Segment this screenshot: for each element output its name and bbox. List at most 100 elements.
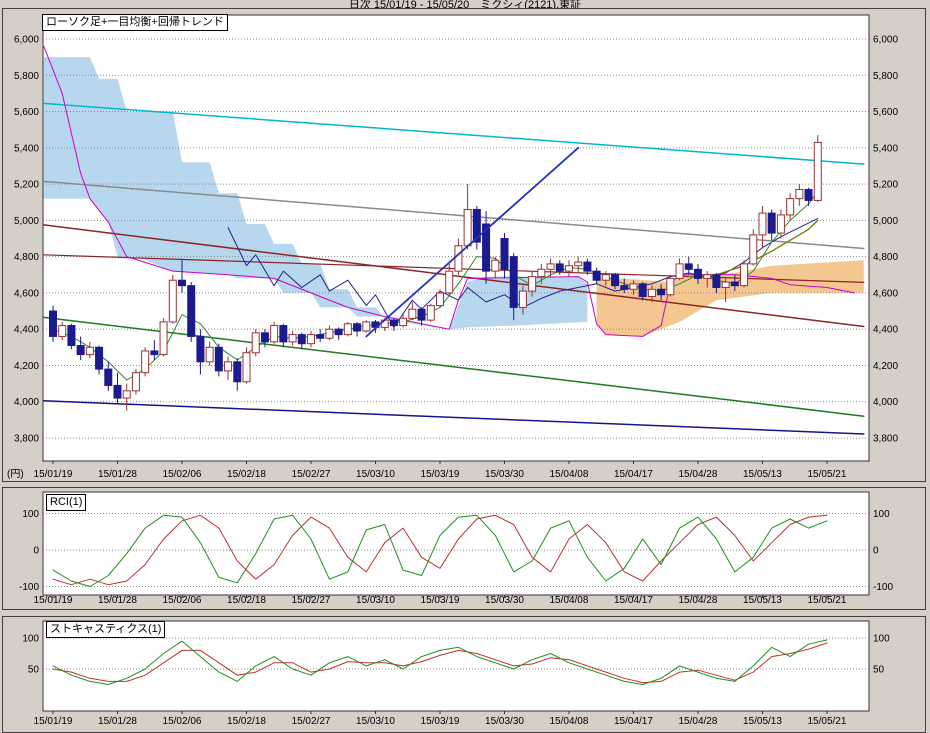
candle-body [260,332,269,343]
x-axis-label: 15/05/21 [808,595,847,606]
ichimoku-cloud-mid [449,276,588,330]
y-axis-label-right: 100 [873,634,890,645]
candle-body [500,238,509,270]
candle-body [647,288,656,298]
x-axis-label: 15/04/28 [679,469,718,480]
candle-body [417,308,426,321]
candle-body [297,334,306,345]
candle-body [122,390,131,399]
candle-body [49,310,57,337]
x-axis-label: 15/03/10 [356,716,395,727]
candle-body [776,214,785,234]
y-axis-label-right: 4,000 [873,397,898,408]
candle-body [353,323,362,332]
candle-body [528,276,537,292]
x-axis-label: 15/02/27 [292,716,331,727]
candle-body [721,281,730,288]
x-axis-label: 15/04/08 [550,595,589,606]
candle-body [804,189,813,201]
x-axis-label: 15/02/18 [227,595,266,606]
candle-body [638,283,647,298]
y-axis-label-left: 100 [22,634,39,645]
rci-panel: 100 100 0 0 -100 -100 15/01/19 15/01/28 15/02/06… [2,487,926,610]
candle-body [95,346,104,370]
candle-body [509,256,518,308]
stochastics-chart-canvas[interactable]: 100 100 50 50 15/01/19 15/01/28 15/02/06 15/02/… [3,617,925,732]
y-axis-label-left: 6,000 [14,35,39,46]
y-axis-label-left: 4,600 [14,288,39,299]
candle-body [767,212,776,234]
x-axis-label: 15/01/19 [34,469,73,480]
candle-body [168,279,177,323]
x-axis-label: 15/03/30 [485,595,524,606]
stochastics-legend: ストキャスティクス(1) [46,621,166,638]
candle-body [583,261,592,272]
candle-body [343,323,352,336]
main-chart-panel: 6,000 6,000 5,800 5,800 5,600 5,600 5,400 5,400… [2,8,926,482]
candle-body [288,334,297,343]
y-axis-label-left: 4,800 [14,252,39,263]
candle-body [224,361,233,372]
candle-body [620,285,629,290]
candle-body [491,259,500,272]
candle-body [408,308,417,319]
candle-body [76,345,85,356]
y-axis-label-right: 50 [873,665,885,676]
candle-body [104,368,113,386]
plot-content [43,637,869,685]
x-axis-label: 15/03/10 [356,595,395,606]
x-axis-label: 15/04/17 [614,595,653,606]
trend-green [43,316,865,417]
candle-body [693,268,702,279]
candle-body [399,317,408,327]
x-axis-label: 15/05/21 [808,469,847,480]
trend-upper-cyan [43,102,865,165]
y-axis-label-left: 0 [33,546,39,557]
main-chart-canvas[interactable]: 6,000 6,000 5,800 5,800 5,600 5,600 5,400 5,400… [3,9,925,481]
candle-body [58,325,67,337]
candle-body [749,234,758,265]
candle-body [454,245,463,272]
rci-red [52,514,828,586]
y-axis-label-right: 5,400 [873,143,898,154]
candle-body [795,189,804,200]
stochastics-panel: 100 100 50 50 15/01/19 15/01/28 15/02/06 15/02/… [2,616,926,733]
y-axis-label-left: 4,200 [14,361,39,372]
y-axis-label-right: 6,000 [873,35,898,46]
candle-body [325,328,334,339]
candle-body [205,346,214,363]
rci-chart-canvas[interactable]: 100 100 0 0 -100 -100 15/01/19 15/01/28 15/02/06… [3,488,925,609]
x-axis-label: 15/02/06 [163,469,202,480]
candle-body [463,208,472,247]
x-axis-label: 15/05/13 [743,595,782,606]
y-axis-label-right: 4,600 [873,288,898,299]
candle-body [601,274,610,281]
y-axis-label-left: 4,400 [14,325,39,336]
candle-body [684,263,693,270]
candle-body [786,198,795,216]
x-axis-label: 15/01/19 [34,595,73,606]
x-axis-label: 15/02/27 [292,469,331,480]
candle-body [472,208,481,243]
candle-body [214,346,223,372]
regression-steep-blue [365,146,580,338]
y-axis-label-left: 5,200 [14,180,39,191]
y-axis-label-left: 3,800 [14,434,39,445]
candle-body [657,288,666,296]
x-axis-label: 15/03/30 [485,716,524,727]
candle-body [592,270,601,281]
candle-body [546,263,555,270]
candle-body [740,263,749,287]
y-axis-label-right: 100 [873,509,890,520]
candle-body [141,350,150,374]
candle-body [316,334,325,339]
main-chart-legend: ローソク足+一目均衡+回帰トレンド [42,14,228,31]
y-axis-label-right: 3,800 [873,434,898,445]
plot-content [43,38,869,439]
candle-body [555,263,564,272]
x-axis-label: 15/02/06 [163,716,202,727]
candles-layer [49,135,822,411]
candle-body [177,279,186,287]
candle-body [675,263,684,279]
candle-body [537,268,546,278]
